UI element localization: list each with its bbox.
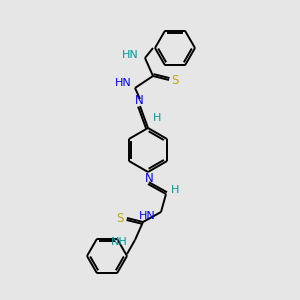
Text: H: H: [153, 113, 161, 123]
Text: H: H: [171, 185, 179, 195]
Text: S: S: [171, 74, 179, 86]
Text: S: S: [116, 212, 124, 224]
Text: N: N: [145, 172, 153, 185]
Text: HN: HN: [139, 211, 156, 221]
Text: N: N: [135, 94, 143, 107]
Text: HN: HN: [122, 50, 139, 60]
Text: HN: HN: [115, 78, 132, 88]
Text: NH: NH: [111, 237, 128, 247]
